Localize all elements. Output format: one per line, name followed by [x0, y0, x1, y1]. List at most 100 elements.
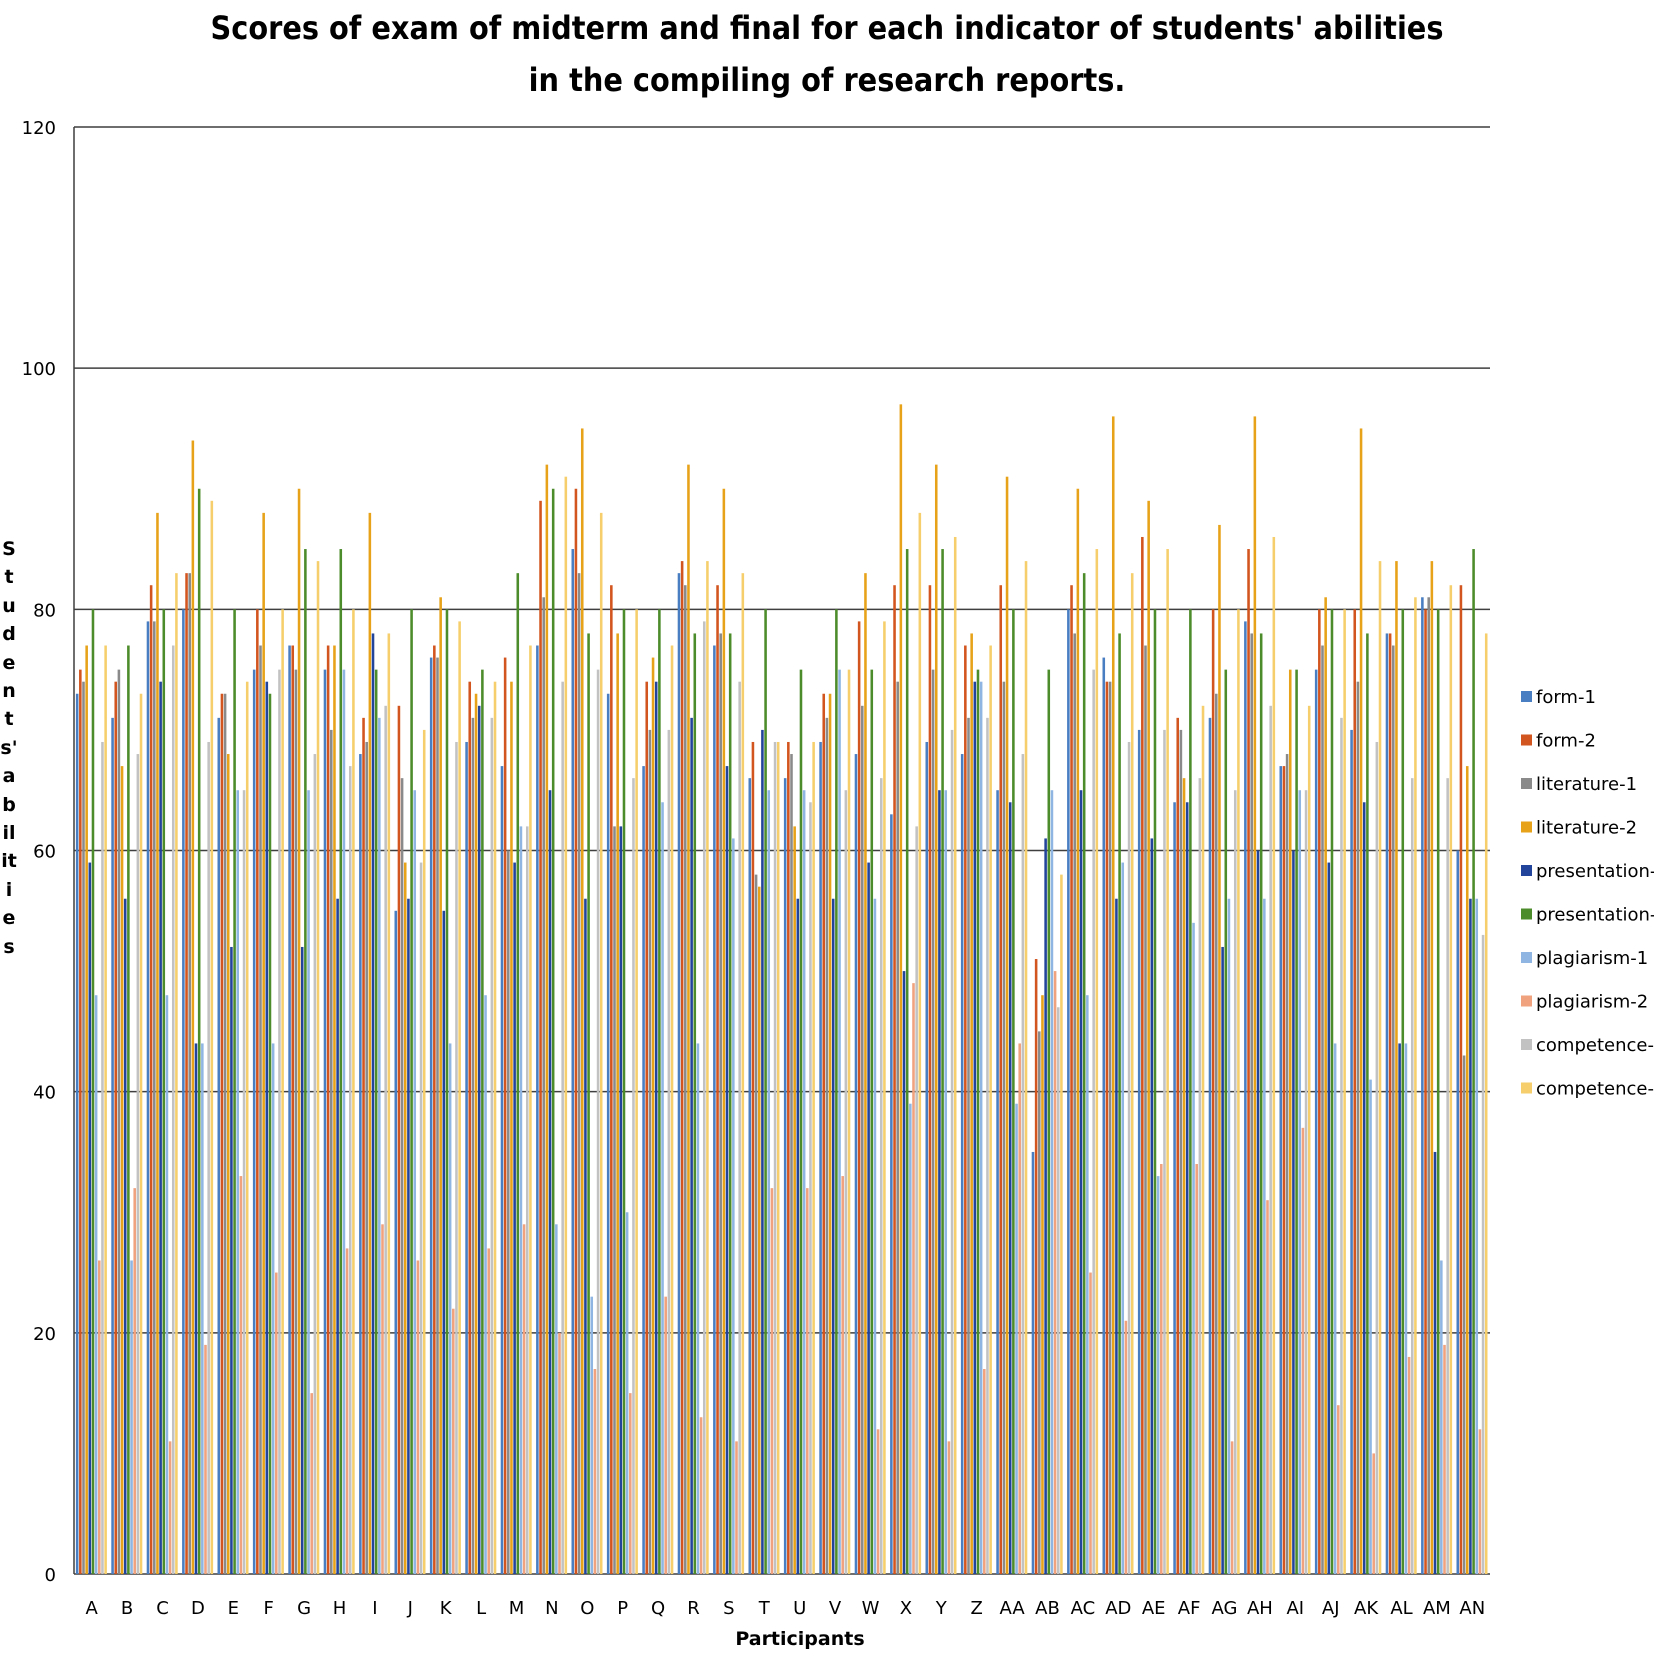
bar	[658, 609, 661, 1574]
bar	[931, 669, 935, 1574]
bar	[879, 778, 883, 1574]
bar	[493, 681, 497, 1574]
bar	[378, 717, 381, 1574]
bar	[867, 862, 870, 1574]
bar	[352, 609, 355, 1574]
bar	[918, 512, 922, 1574]
bar	[133, 1188, 136, 1574]
bar	[1436, 609, 1440, 1574]
bar	[909, 1103, 912, 1574]
x-axis-label: Participants	[735, 1628, 865, 1650]
x-tick-label: W	[862, 1598, 880, 1619]
bar	[944, 790, 948, 1574]
bar	[584, 898, 587, 1574]
bar	[1410, 778, 1414, 1574]
bar	[764, 609, 767, 1574]
bar	[770, 1188, 774, 1574]
bar	[1484, 633, 1488, 1574]
legend-item-label: literature-2	[1536, 818, 1637, 839]
bar	[220, 693, 224, 1574]
bar	[252, 669, 256, 1574]
bar	[783, 778, 787, 1574]
bar	[654, 681, 658, 1574]
bar	[1160, 1164, 1163, 1574]
bar	[1044, 838, 1047, 1574]
bar	[883, 621, 886, 1574]
bar	[445, 609, 449, 1574]
bar	[1343, 609, 1346, 1574]
x-tick-label: AH	[1247, 1598, 1273, 1619]
legend-item-label: plagiarism-2	[1536, 992, 1648, 1013]
bar	[455, 741, 458, 1574]
bar	[1182, 778, 1186, 1574]
bar	[564, 476, 568, 1575]
bar	[403, 862, 407, 1574]
bar	[294, 669, 298, 1574]
bar	[632, 778, 635, 1574]
bar	[1307, 705, 1311, 1574]
x-tick-label: AK	[1354, 1598, 1379, 1619]
bar	[970, 633, 973, 1574]
bar	[696, 1043, 700, 1574]
bar	[1147, 500, 1150, 1574]
bar	[1130, 573, 1134, 1574]
bar	[381, 1224, 384, 1574]
bar	[1421, 597, 1424, 1574]
bar	[873, 898, 877, 1574]
y-tick-label: 0	[45, 1565, 56, 1586]
x-tick-label: AE	[1142, 1598, 1166, 1619]
bar	[1012, 609, 1015, 1574]
bar	[1102, 657, 1106, 1574]
bar	[776, 741, 780, 1574]
bar	[1021, 754, 1025, 1574]
bar	[374, 669, 378, 1574]
legend-item-label: presentation-1	[1536, 861, 1654, 882]
bar	[259, 645, 262, 1574]
bar	[1150, 838, 1154, 1574]
bar	[304, 549, 307, 1574]
bar	[896, 681, 899, 1574]
bar	[893, 585, 896, 1574]
x-tick-label: C	[156, 1598, 169, 1619]
y-tick-label: 40	[33, 1083, 56, 1104]
bar	[809, 802, 812, 1574]
bar	[680, 561, 684, 1574]
bar	[114, 681, 118, 1574]
bar	[967, 717, 970, 1574]
x-tick-label: N	[545, 1598, 558, 1619]
bar	[433, 645, 436, 1574]
bar	[1189, 609, 1192, 1574]
bar	[1086, 995, 1089, 1574]
bar	[471, 717, 475, 1574]
bar	[339, 549, 343, 1574]
bar	[1430, 561, 1434, 1574]
bar	[313, 754, 317, 1574]
bar	[1340, 717, 1343, 1574]
bar	[265, 681, 269, 1574]
x-tick-label: U	[793, 1598, 806, 1619]
bar	[1127, 741, 1131, 1574]
bar	[439, 597, 442, 1574]
bar	[1314, 669, 1318, 1574]
bar	[333, 645, 336, 1574]
bar	[822, 693, 826, 1574]
bar	[397, 705, 401, 1574]
bar	[94, 995, 98, 1574]
bar	[1137, 729, 1141, 1574]
x-tick-label: L	[476, 1598, 486, 1619]
bar	[300, 946, 304, 1574]
bar	[153, 621, 156, 1574]
bar	[316, 561, 320, 1574]
y-tick-label: 80	[33, 600, 56, 621]
bar	[522, 1224, 526, 1574]
x-tick-label: AF	[1178, 1598, 1201, 1619]
bar	[268, 693, 272, 1574]
bar	[979, 681, 983, 1574]
bar	[436, 657, 439, 1574]
bar	[362, 717, 365, 1574]
bar	[596, 669, 600, 1574]
bar	[1298, 790, 1302, 1574]
bar	[127, 645, 130, 1574]
bar	[75, 693, 79, 1574]
bar	[365, 741, 368, 1574]
